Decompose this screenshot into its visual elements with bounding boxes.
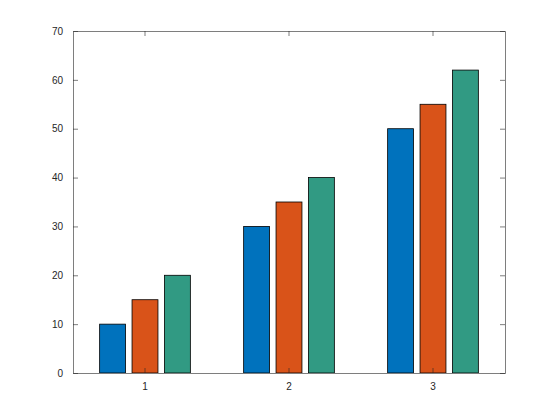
y-axis-right-tick-mark xyxy=(500,129,505,130)
bar xyxy=(452,70,478,373)
bar xyxy=(100,324,126,373)
x-axis-tick: 1 xyxy=(142,368,148,392)
y-axis-tick-mark xyxy=(73,129,78,130)
bar xyxy=(244,226,270,373)
y-axis-line xyxy=(73,32,74,374)
x-axis-tick: 2 xyxy=(286,368,292,392)
y-axis-right-tick xyxy=(500,324,505,325)
x-axis: 1 2 3 xyxy=(74,368,506,392)
y-axis-tick-mark xyxy=(73,226,78,227)
y-axis-tick-label: 60 xyxy=(52,75,64,86)
bar xyxy=(164,275,190,373)
y-axis-right xyxy=(500,32,506,374)
y-axis-tick-label: 0 xyxy=(57,368,63,379)
x-axis-tick-label: 2 xyxy=(286,381,292,392)
x-axis-top-tick xyxy=(433,31,434,36)
y-axis-tick-label: 20 xyxy=(52,270,64,281)
y-axis-tick-mark xyxy=(73,178,78,179)
y-axis-right-tick-mark xyxy=(500,324,505,325)
y-axis-right-tick-mark xyxy=(500,275,505,276)
y-axis: 0 10 20 30 40 50 60 70 xyxy=(52,26,78,379)
y-axis-right-tick-mark xyxy=(500,178,505,179)
y-axis-tick: 10 xyxy=(52,319,78,330)
x-axis-tick: 3 xyxy=(430,368,436,392)
y-axis-tick-mark xyxy=(73,80,78,81)
y-axis-tick-label: 70 xyxy=(52,26,64,37)
y-axis-right-tick-mark xyxy=(500,80,505,81)
x-axis-top-tick xyxy=(145,31,146,36)
y-axis-right-line xyxy=(505,32,506,374)
bar xyxy=(308,178,334,373)
y-axis-tick-mark xyxy=(73,275,78,276)
bars xyxy=(100,70,479,373)
bar xyxy=(276,202,302,373)
y-axis-right-tick xyxy=(500,226,505,227)
x-axis-tick-mark xyxy=(145,368,146,373)
y-axis-tick-mark xyxy=(73,324,78,325)
y-axis-tick: 60 xyxy=(52,75,78,86)
x-axis-top-tick-mark xyxy=(145,31,146,36)
y-axis-tick: 50 xyxy=(52,123,78,134)
y-axis-right-tick xyxy=(500,80,505,81)
x-axis-top-line xyxy=(74,31,506,32)
x-axis-top-tick-mark xyxy=(433,31,434,36)
bar xyxy=(388,129,414,373)
y-axis-tick-label: 30 xyxy=(52,221,64,232)
y-axis-right-tick xyxy=(500,275,505,276)
plot: 0 10 20 30 40 50 60 70 1 2 3 xyxy=(52,26,506,392)
x-axis-top xyxy=(74,31,506,36)
y-axis-tick: 30 xyxy=(52,221,78,232)
x-axis-tick-mark xyxy=(289,368,290,373)
x-axis-tick-mark xyxy=(433,368,434,373)
y-axis-right-tick xyxy=(500,129,505,130)
bar xyxy=(132,300,158,373)
y-axis-tick: 20 xyxy=(52,270,78,281)
y-axis-right-tick-mark xyxy=(500,226,505,227)
y-axis-tick-label: 50 xyxy=(52,123,64,134)
y-axis-tick: 40 xyxy=(52,172,78,183)
x-axis-tick-label: 1 xyxy=(142,381,148,392)
bar xyxy=(420,104,446,373)
y-axis-tick-label: 40 xyxy=(52,172,64,183)
y-axis-tick-label: 10 xyxy=(52,319,64,330)
x-axis-top-tick-mark xyxy=(289,31,290,36)
y-axis-right-tick xyxy=(500,178,505,179)
chart: 0 10 20 30 40 50 60 70 1 2 3 xyxy=(0,0,560,420)
x-axis-line xyxy=(74,373,506,374)
x-axis-tick-label: 3 xyxy=(430,381,436,392)
x-axis-top-tick xyxy=(289,31,290,36)
plot-background xyxy=(73,31,505,373)
